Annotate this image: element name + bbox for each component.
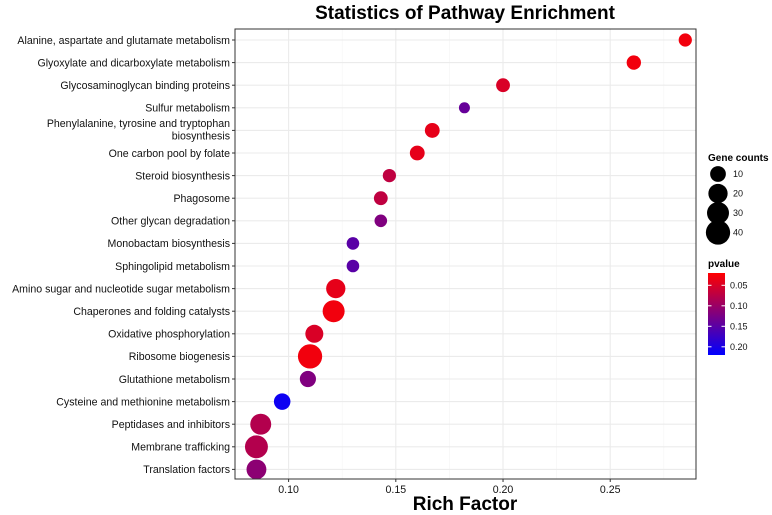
data-point: [373, 191, 388, 206]
colorbar-tick-label: 0.05: [730, 281, 748, 291]
colorbar-tick-label: 0.10: [730, 301, 748, 311]
size-legend-key: [708, 183, 728, 204]
data-point: [246, 459, 267, 480]
y-tick-label: One carbon pool by folate: [109, 148, 230, 160]
colorbar-tick-label: 0.15: [730, 322, 748, 332]
y-tick-label: Glutathione metabolism: [119, 374, 230, 386]
x-tick-label: 0.20: [493, 484, 514, 496]
data-point: [346, 237, 360, 250]
y-tick-label: Other glycan degradation: [111, 216, 230, 228]
x-axis: 0.10 0.15 0.20 0.25: [278, 479, 621, 496]
pvalue-colorbar: [708, 273, 725, 355]
data-point: [374, 214, 388, 228]
size-legend-label: 20: [733, 189, 743, 199]
panel-border: [234, 28, 697, 480]
y-axis: Alanine, aspartate and glutamate metabol…: [12, 35, 235, 476]
y-tick-label: Amino sugar and nucleotide sugar metabol…: [12, 283, 230, 295]
gene-counts-legend: Gene counts 10 20 30 40: [705, 153, 769, 245]
y-tick-label: Phagosome: [173, 193, 230, 205]
data-point: [496, 78, 510, 93]
y-tick-label: Glycosaminoglycan binding proteins: [60, 80, 230, 92]
plot-panel: [234, 28, 697, 480]
y-tick-label: Sphingolipid metabolism: [115, 261, 230, 273]
size-legend-label: 10: [733, 169, 743, 179]
y-tick-label: Peptidases and inhibitors: [112, 419, 230, 431]
data-point: [626, 55, 641, 70]
y-tick-label: Monobactam biosynthesis: [108, 238, 230, 250]
size-legend-key: [705, 220, 731, 245]
data-point: [409, 145, 425, 161]
y-tick-label: Glyoxylate and dicarboxylate metabolism: [37, 57, 230, 69]
y-tick-label: Sulfur metabolism: [145, 103, 230, 115]
y-tick-label: Steroid biosynthesis: [135, 170, 230, 182]
gene-counts-legend-title: Gene counts: [708, 153, 769, 164]
data-point: [346, 259, 360, 273]
data-point: [297, 344, 323, 369]
y-tick-label: Cysteine and methionine metabolism: [56, 396, 230, 408]
size-legend-key: [710, 166, 726, 182]
data-point: [382, 168, 397, 183]
x-tick-label: 0.10: [278, 484, 299, 496]
y-tick-label: Oxidative phosphorylation: [108, 329, 230, 341]
size-legend-label: 40: [733, 228, 743, 238]
colorbar-tick-label: 0.20: [730, 342, 748, 352]
y-tick-label: Alanine, aspartate and glutamate metabol…: [17, 35, 230, 47]
data-point: [299, 370, 316, 388]
data-point: [322, 300, 345, 323]
y-tick-label: Membrane trafficking: [131, 442, 230, 454]
y-tick-label: Translation factors: [143, 464, 230, 476]
y-tick-label: Ribosome biogenesis: [129, 351, 230, 363]
data-point: [326, 278, 346, 299]
y-tick-label: Chaperones and folding catalysts: [73, 306, 230, 318]
data-point: [250, 413, 272, 435]
x-tick-label: 0.25: [600, 484, 621, 496]
data-point: [244, 435, 268, 459]
pvalue-legend: pvalue 0.05 0.10 0.15 0.20: [708, 259, 748, 355]
x-axis-title: Rich Factor: [413, 494, 518, 515]
y-tick-label: Phenylalanine, tyrosine and tryptophan bi…: [47, 118, 230, 142]
data-point: [458, 102, 470, 114]
size-legend-key: [707, 202, 729, 224]
panel-background: [235, 29, 696, 479]
chart-title: Statistics of Pathway Enrichment: [315, 3, 616, 24]
data-point: [424, 122, 440, 138]
data-point: [273, 393, 291, 410]
data-point: [305, 324, 324, 343]
pvalue-legend-title: pvalue: [708, 259, 740, 270]
x-tick-label: 0.15: [386, 484, 407, 496]
size-legend-label: 30: [733, 208, 743, 218]
data-point: [678, 33, 692, 47]
